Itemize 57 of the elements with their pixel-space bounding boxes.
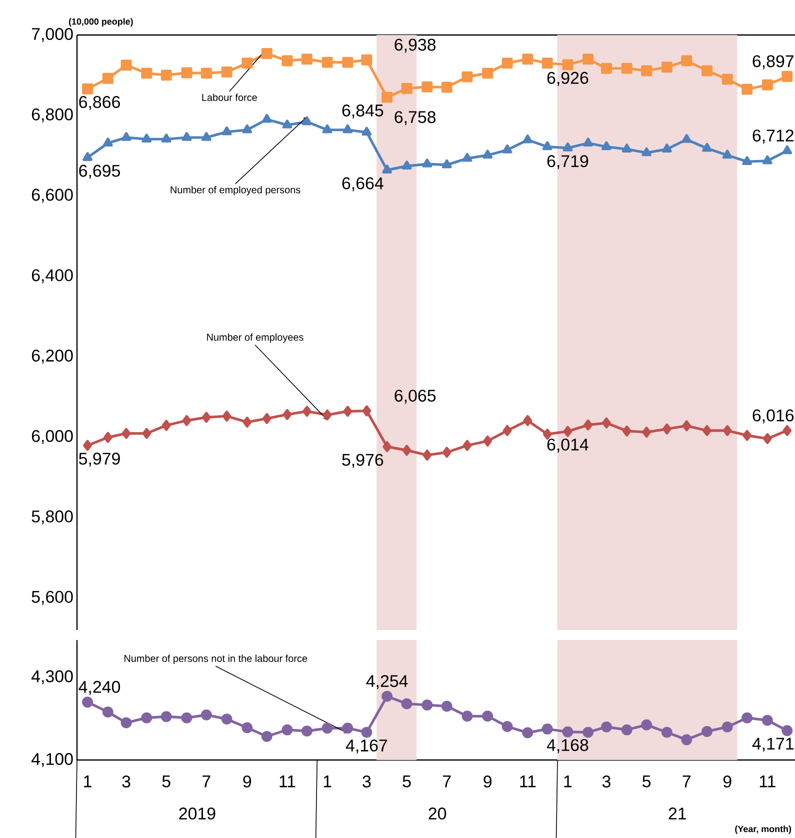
data-label: 4,254 [366,675,408,690]
data-label: 6,014 [547,438,588,453]
data-label: 6,664 [342,177,384,192]
y-tick-label: 5,800 [32,510,73,524]
y-tick-label: 7,000 [32,28,73,42]
data-label: 6,758 [394,111,436,126]
x-tick-label: 1 [324,776,332,788]
data-label: 4,171 [752,738,794,752]
x-tick-label: 7 [202,776,210,788]
data-label: 6,845 [342,104,384,118]
data-label: 5,976 [342,454,384,468]
x-tick-label: 9 [723,776,732,788]
x-axis-title: (Year, month) [735,826,792,834]
x-tick-label: 9 [484,776,492,788]
x-tick-label: 9 [243,776,252,788]
y-tick-label: 6,200 [32,350,73,364]
x-tick-label: 5 [642,776,651,788]
text: 2019 [179,808,216,820]
x-tick-label: 5 [162,776,170,788]
y-tick-label: 5,600 [32,590,73,605]
series-label: Labour force [202,94,257,101]
x-tick-label: 7 [443,776,451,788]
y-tick-label: 6,400 [32,269,73,284]
data-label: 6,897 [752,55,794,70]
x-tick-label: 3 [362,776,371,788]
data-label: 6,016 [752,409,794,424]
data-label: 5,979 [78,452,120,467]
x-tick-label: 3 [122,776,130,788]
y-tick-label: 6,800 [32,108,73,122]
data-label: 4,240 [78,680,120,695]
text: Number of employed persons [170,186,300,196]
x-tick-label: 11 [520,776,536,788]
y-tick-label: 6,600 [32,188,73,203]
x-tick-label: 7 [682,776,690,788]
data-label: 4,168 [546,739,588,754]
data-label: 6,926 [547,72,588,86]
x-tick-label: 11 [760,776,776,788]
data-label: 6,712 [752,130,794,144]
y-tick-label: 6,000 [32,430,73,444]
text: Number of persons not in the labour force [124,654,308,664]
y-axis-title: (10,000 people) [68,18,133,26]
data-label: 6,866 [79,96,120,110]
data-label: 6,695 [79,164,120,179]
x-tick-label: 1 [564,776,572,788]
data-label: 6,719 [547,155,588,170]
x-tick-label: 5 [402,776,411,788]
x-tick-label: 3 [602,776,610,788]
y-tick-label: 4,300 [31,670,73,684]
text: Number of employees [207,333,304,343]
x-tick-label: 1 [84,776,92,788]
data-label: 4,167 [346,739,388,754]
y-tick-label: 4,100 [31,753,73,768]
data-label: 6,065 [394,390,436,404]
data-label: 6,938 [394,38,436,53]
text: 21 [668,808,686,820]
x-tick-label: 11 [280,776,296,788]
text: 20 [428,808,446,820]
